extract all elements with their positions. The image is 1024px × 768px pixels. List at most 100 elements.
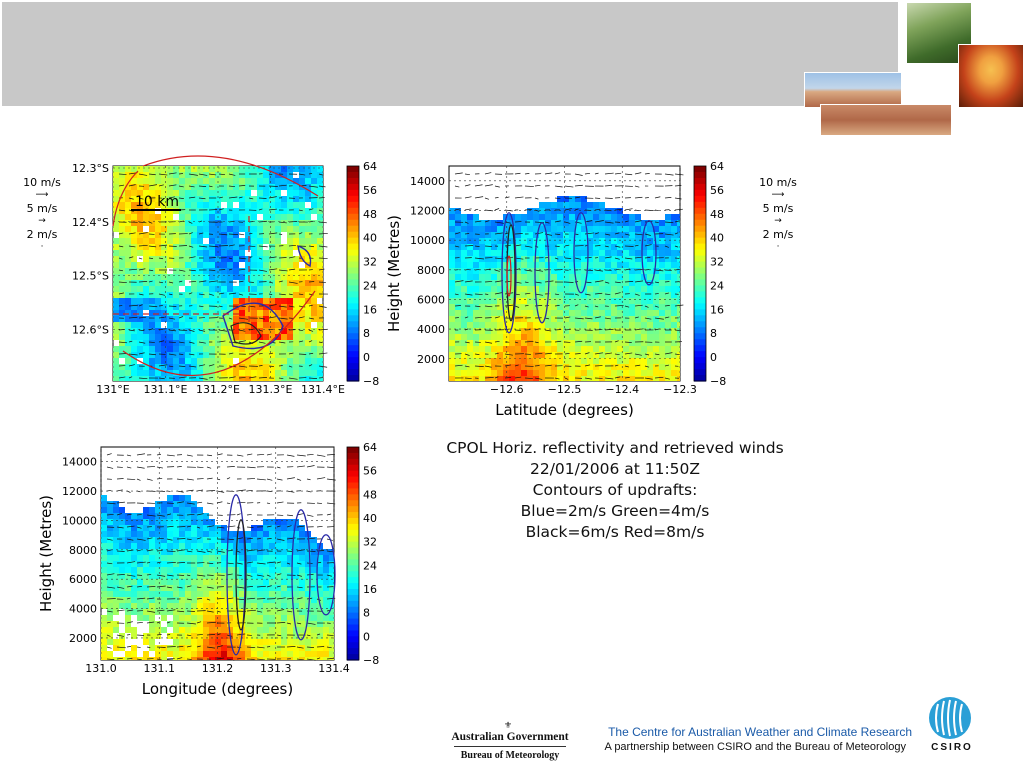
wind-vector <box>238 340 247 343</box>
reflectivity-cell <box>287 250 293 256</box>
reflectivity-cell <box>167 244 173 250</box>
reflectivity-cell <box>173 597 179 603</box>
reflectivity-cell <box>197 178 203 184</box>
reflectivity-cell <box>263 334 269 340</box>
wind-vector <box>148 305 158 308</box>
reflectivity-cell <box>623 334 629 340</box>
wind-vector <box>664 233 674 236</box>
reflectivity-cell <box>479 370 485 376</box>
reflectivity-cell <box>581 292 587 298</box>
reflectivity-cell <box>653 322 659 328</box>
reflectivity-cell <box>581 346 587 352</box>
colorbar-swatch <box>347 494 359 501</box>
reflectivity-cell <box>299 543 305 549</box>
reflectivity-cell <box>281 633 287 639</box>
reflectivity-cell <box>221 376 227 381</box>
wind-vector <box>218 196 223 199</box>
reflectivity-cell <box>461 292 467 298</box>
reflectivity-cell <box>185 555 191 561</box>
reflectivity-cell <box>221 603 227 609</box>
reflectivity-cell <box>197 340 203 346</box>
wind-vector <box>634 280 644 283</box>
reflectivity-cell <box>263 358 269 364</box>
reflectivity-cell <box>227 208 233 214</box>
reflectivity-cell <box>557 346 563 352</box>
reflectivity-cell <box>137 196 143 202</box>
reflectivity-cell <box>293 202 299 208</box>
reflectivity-cell <box>593 334 599 340</box>
reflectivity-cell <box>629 226 635 232</box>
reflectivity-cell <box>113 184 119 190</box>
wind-vector <box>534 365 540 367</box>
reflectivity-cell <box>521 340 527 346</box>
colorbar-swatch <box>347 249 359 257</box>
updraft-contour <box>291 509 311 641</box>
reflectivity-cell <box>209 334 215 340</box>
reflectivity-cell <box>581 364 587 370</box>
reflectivity-cell <box>671 250 677 256</box>
wind-vector <box>316 477 326 480</box>
wind-vector <box>288 281 298 284</box>
reflectivity-cell <box>293 328 299 334</box>
reflectivity-cell <box>611 250 617 256</box>
reflectivity-cell <box>317 322 323 328</box>
wind-vector <box>196 466 204 469</box>
wind-vector <box>494 208 500 211</box>
reflectivity-cell <box>269 639 275 645</box>
reflectivity-cell <box>215 627 221 633</box>
reflectivity-cell <box>311 633 317 639</box>
reflectivity-cell <box>149 597 155 603</box>
reflectivity-cell <box>149 238 155 244</box>
reflectivity-cell <box>533 268 539 274</box>
reflectivity-cell <box>155 531 161 537</box>
reflectivity-cell <box>101 615 107 621</box>
reflectivity-cell <box>113 238 119 244</box>
reflectivity-cell <box>635 340 641 346</box>
reflectivity-cell <box>221 232 227 238</box>
reflectivity-cell <box>185 561 191 567</box>
colorbar-tick-label: 48 <box>363 208 377 221</box>
reflectivity-cell <box>677 316 680 322</box>
reflectivity-cell <box>179 262 185 268</box>
reflectivity-cell <box>143 202 149 208</box>
wind-vector <box>258 341 266 344</box>
reflectivity-cell <box>599 304 605 310</box>
reflectivity-cell <box>209 190 215 196</box>
wind-vector <box>544 221 550 224</box>
colorbar-swatch <box>694 351 706 358</box>
reflectivity-cell <box>155 352 161 358</box>
reflectivity-cell <box>239 352 245 358</box>
reflectivity-cell <box>113 609 119 615</box>
reflectivity-cell <box>281 184 287 190</box>
reflectivity-cell <box>515 256 521 262</box>
wind-vector <box>216 478 221 481</box>
reflectivity-cell <box>311 256 317 262</box>
reflectivity-cell <box>149 196 155 202</box>
reflectivity-cell <box>329 585 334 591</box>
wind-vector <box>186 478 194 481</box>
reflectivity-cell <box>569 280 575 286</box>
reflectivity-cell <box>149 579 155 585</box>
reflectivity-cell <box>179 639 185 645</box>
reflectivity-cell <box>317 250 323 256</box>
reflectivity-cell <box>587 358 593 364</box>
reflectivity-cell <box>263 627 269 633</box>
reflectivity-cell <box>191 633 197 639</box>
reflectivity-cell <box>257 657 263 660</box>
wind-vector <box>138 352 145 355</box>
reflectivity-cell <box>227 364 233 370</box>
wind-vector <box>198 341 206 344</box>
reflectivity-cell <box>287 591 293 597</box>
wind-vector <box>534 341 539 344</box>
reflectivity-cell <box>545 226 551 232</box>
reflectivity-cell <box>563 304 569 310</box>
reflectivity-cell <box>581 202 587 208</box>
reflectivity-cell <box>125 615 131 621</box>
reflectivity-cell <box>551 340 557 346</box>
wind-vector <box>228 376 236 379</box>
reflectivity-cell <box>215 657 221 660</box>
x-tick-label: 131.2 <box>202 662 234 675</box>
reflectivity-cell <box>623 370 629 376</box>
reflectivity-cell <box>185 226 191 232</box>
wind-vector <box>514 305 520 308</box>
